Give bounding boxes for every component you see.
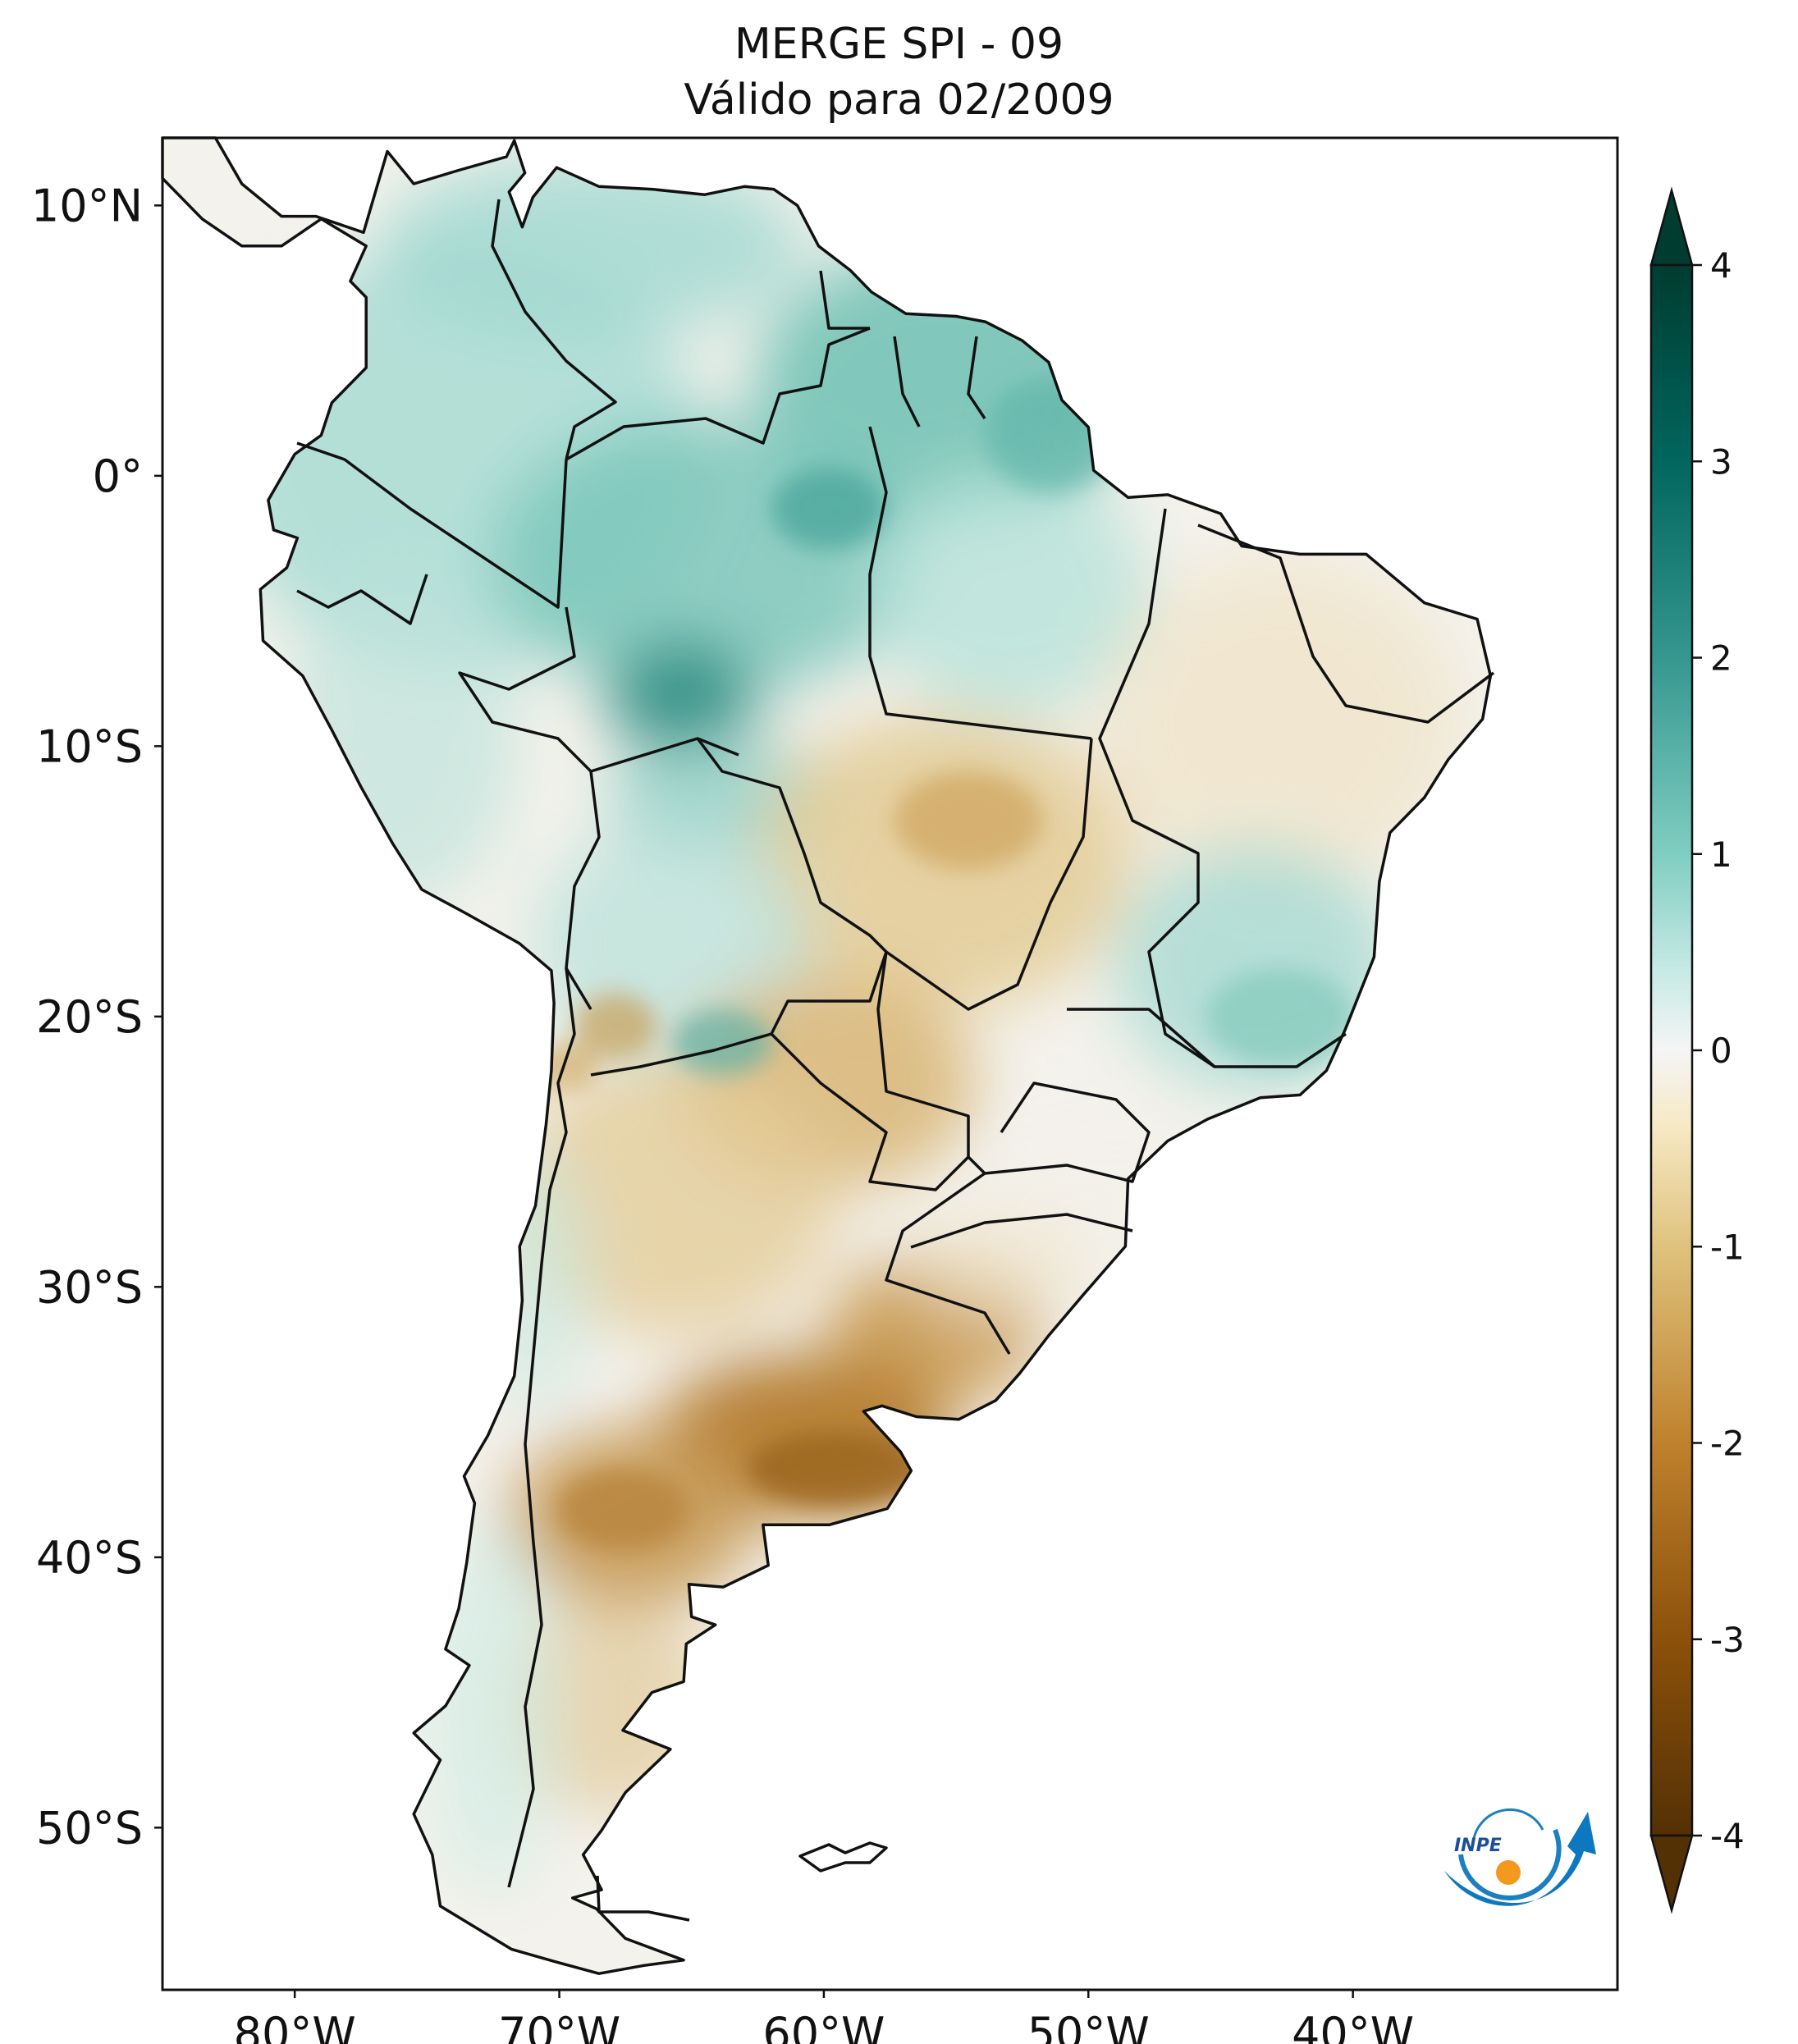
border-venezuela-brazil (565, 327, 871, 461)
field-blob-argentina-north (509, 1059, 837, 1338)
colorbar-tick-label: 1 (1710, 835, 1732, 875)
colorbar-tick-label: -2 (1710, 1424, 1745, 1464)
colorbar-tick-label: 0 (1710, 1031, 1732, 1071)
map-subtitle: Válido para 02/2009 (684, 75, 1114, 125)
lon-tick-label: 70°W (498, 2008, 620, 2044)
latitude-axis: 10°N 0° 10°S 20°S 30°S 40°S 50°S (31, 180, 162, 1854)
colorbar-tick-label: 4 (1710, 245, 1732, 286)
colorbar-tick-label: 2 (1710, 638, 1732, 679)
field-blob-chile-south (427, 1518, 558, 1895)
logo-arc-inner (1471, 1809, 1544, 1845)
country-borders (161, 136, 1495, 1975)
border-peru-brazil (458, 606, 739, 773)
lon-tick-label: 80°W (234, 2008, 356, 2044)
border-suriname-fguiana (967, 336, 986, 419)
lat-tick-label: 40°S (36, 1532, 143, 1584)
continent-coastline (161, 136, 1493, 1975)
colorbar-tick-label: -3 (1710, 1620, 1745, 1660)
longitude-axis: 80°W 70°W 60°W 50°W 40°W (234, 1990, 1414, 2044)
map-frame (161, 136, 1619, 1991)
lat-tick-label: 20°S (36, 991, 143, 1043)
border-guyana-suriname (893, 336, 921, 428)
border-brazil-states-se (1067, 1008, 1347, 1068)
field-blob-para (870, 468, 1149, 714)
border-brazil-states-east (1098, 508, 1215, 1068)
border-brazil-states-ne (1197, 524, 1495, 724)
inpe-logo: INPE (1444, 1809, 1596, 1906)
border-peru-bolivia (565, 771, 601, 1010)
border-argentina-uruguay-brazil (885, 1155, 1011, 1355)
border-paraguay-argentina (770, 1032, 970, 1191)
border-colombia-venezuela (491, 199, 617, 460)
border-chile-bolivia-argentina (507, 967, 576, 1888)
lat-tick-label: 50°S (36, 1802, 143, 1854)
field-blob-west-amazon-peak (607, 640, 755, 755)
colorbar-tick-label: -1 (1710, 1227, 1745, 1267)
colorbar-tick-label: 3 (1710, 441, 1732, 482)
colorbar-tick-label: -4 (1710, 1816, 1745, 1856)
field-blob-rs (911, 1206, 1091, 1321)
border-falklands (798, 1841, 888, 1873)
logo-text: INPE (1454, 1836, 1502, 1856)
lon-tick-label: 40°W (1292, 2008, 1414, 2044)
border-venezuela-guyana (819, 270, 870, 330)
colorbar: 4 3 2 1 0 -1 -2 -3 -4 (1649, 186, 1745, 1914)
lat-tick-label: 10°S (36, 720, 143, 772)
field-blob-venezuela (377, 156, 804, 336)
colorbar-extend-top (1649, 186, 1694, 267)
border-brazil-states-central (885, 738, 1093, 1011)
logo-orange-dot (1496, 1860, 1521, 1885)
field-blob-northeast (1100, 558, 1461, 886)
border-brazil-states-sc (910, 1213, 1133, 1249)
lat-tick-label: 0° (93, 450, 143, 502)
colorbar-extend-bottom (1649, 1834, 1694, 1914)
border-ecuador-peru (296, 574, 428, 625)
lat-tick-label: 10°N (31, 180, 143, 231)
lat-tick-label: 30°S (36, 1261, 143, 1313)
logo-arc-outer (1458, 1828, 1562, 1900)
lon-tick-label: 50°W (1027, 2008, 1150, 2044)
border-bolivia-brazil (696, 737, 888, 953)
border-paraguay-brazil (876, 951, 970, 1157)
colorbar-ticks: 4 3 2 1 0 -1 -2 -3 -4 (1692, 245, 1745, 1856)
border-brazil-states-south (984, 1081, 1151, 1183)
border-tierra-del-fuego (596, 1875, 690, 1922)
colorbar-gradient (1649, 263, 1694, 1837)
lon-tick-label: 60°W (762, 2008, 885, 2044)
border-brazil-states-north (868, 426, 1092, 740)
border-colombia-ecuador-peru (296, 441, 568, 609)
map-title: MERGE SPI - 09 (734, 20, 1064, 69)
